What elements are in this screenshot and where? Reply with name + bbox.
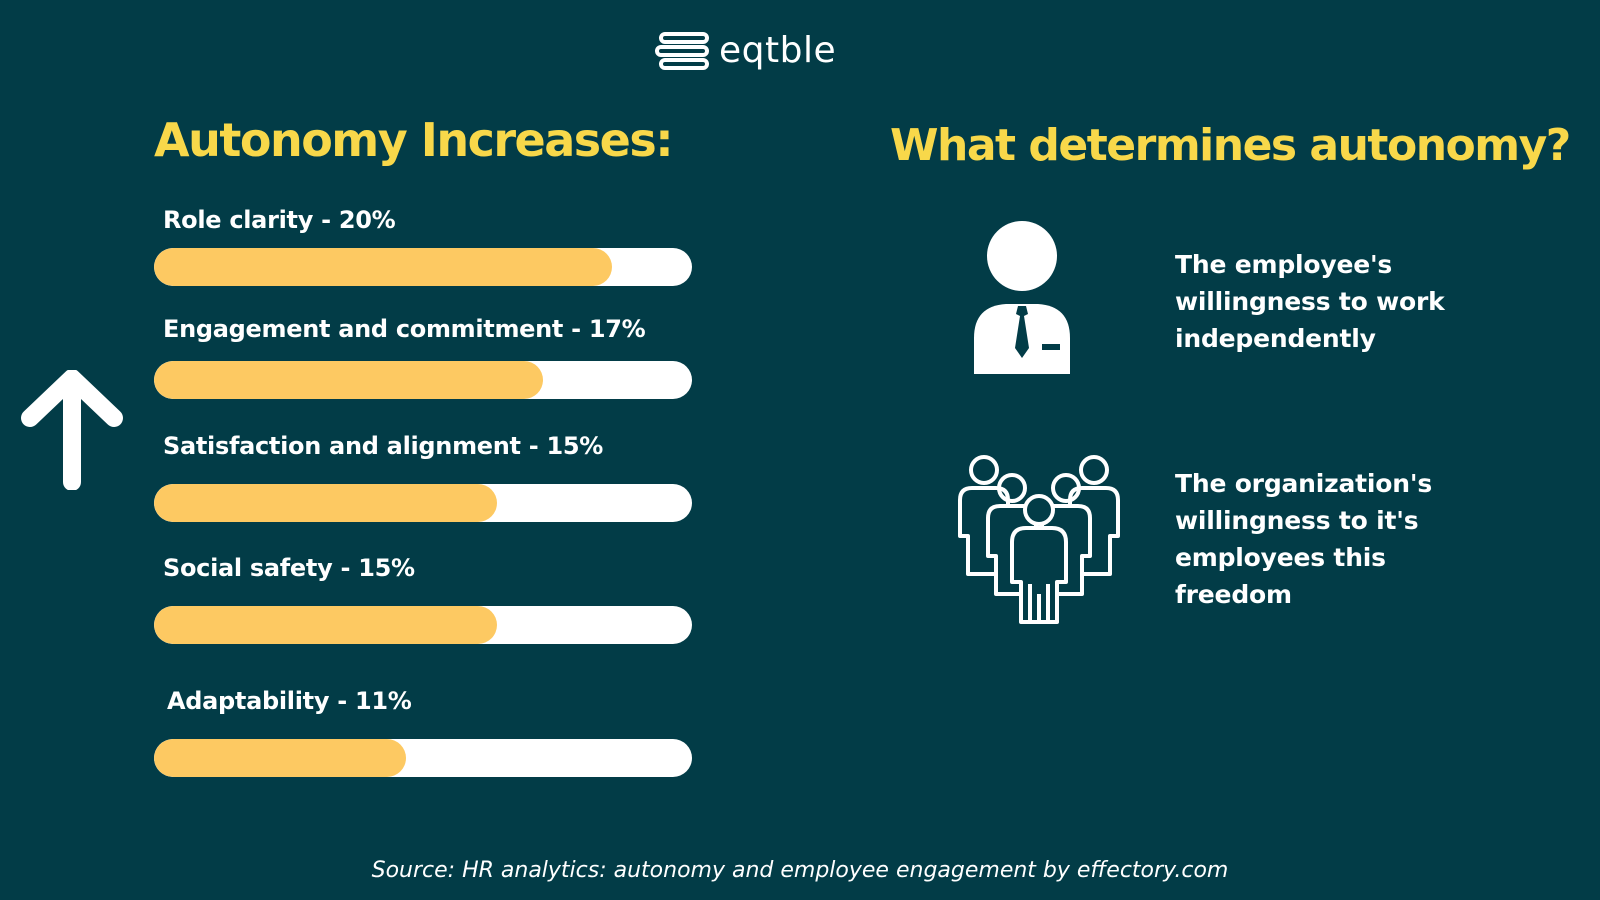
bar-fill — [154, 361, 543, 399]
bar-label: Role clarity - 20% — [163, 206, 396, 234]
bar-track — [154, 484, 692, 522]
bar-track — [154, 248, 692, 286]
bar-label: Satisfaction and alignment - 15% — [163, 432, 604, 460]
bar-label: Engagement and commitment - 17% — [163, 315, 646, 343]
up-arrow-icon — [21, 370, 123, 490]
bar-label: Adaptability - 11% — [167, 687, 412, 715]
bar-fill — [154, 739, 406, 777]
left-heading: Autonomy Increases: — [154, 113, 674, 167]
bar-track — [154, 361, 692, 399]
employee-willingness-text: The employee's willingness to work indep… — [1175, 250, 1445, 353]
person-icon — [974, 221, 1070, 374]
bar-track — [154, 739, 692, 777]
organization-willingness-text: The organization's willingness to it's e… — [1175, 469, 1432, 609]
brand-name: eqtble — [719, 30, 837, 71]
bar-fill — [154, 484, 497, 522]
bar-fill — [154, 248, 612, 286]
group-icon — [958, 455, 1120, 624]
brand-logo: eqtble — [655, 30, 836, 72]
source-caption: Source: HR analytics: autonomy and emplo… — [371, 858, 1229, 883]
logo-mark-icon — [655, 32, 709, 70]
bar-track — [154, 606, 692, 644]
bar-label: Social safety - 15% — [163, 554, 415, 582]
right-heading: What determines autonomy? — [890, 120, 1571, 171]
bar-fill — [154, 606, 497, 644]
